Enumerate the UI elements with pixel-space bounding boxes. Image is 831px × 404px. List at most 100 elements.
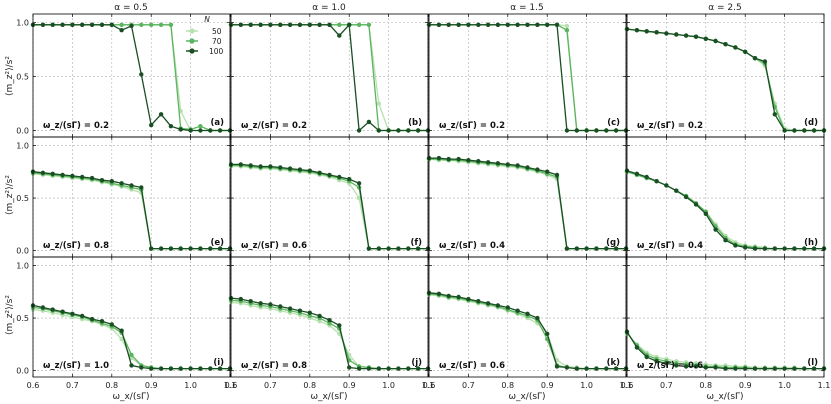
panel-a: 0.0 0.5 1.0 (a) ω_z/(sΓ) = 0.2: [16, 13, 233, 138]
col-title-4: α = 2.5: [708, 3, 742, 13]
panel-grid: 0.0 0.5 1.0 (a) ω_z/(sΓ) = 0.2 (b) ω_z/(sΓ) = …: [16, 13, 831, 390]
data-point-N100: [327, 318, 332, 323]
panel-l: 0.6 0.7 0.8 0.9 1.0 1.1 (l) ω_z/(sΓ) = 0.6: [621, 256, 831, 390]
data-point-N100: [554, 172, 560, 178]
panel-e: 0.0 0.5 1.0 (e) ω_z/(sΓ) = 0.8: [16, 136, 233, 258]
data-point-N100: [634, 345, 640, 350]
panel-param: ω_z/(sΓ) = 0.2: [439, 121, 505, 131]
data-point-N100: [129, 183, 134, 188]
xlabel-col-1: ω_x/(sΓ): [112, 392, 149, 402]
panel-param: ω_z/(sΓ) = 0.6: [439, 361, 505, 371]
series-line-N70: [231, 24, 428, 132]
data-point-N100: [40, 22, 46, 27]
data-point-N100: [613, 246, 619, 251]
x-tick-label: 0.7: [264, 381, 277, 390]
data-point-N100: [366, 366, 372, 371]
data-point-N100: [674, 32, 679, 37]
data-point-N100: [317, 170, 322, 175]
data-point-N100: [535, 22, 540, 27]
panel-param: ω_z/(sΓ) = 0.8: [43, 241, 109, 251]
data-point-N100: [525, 311, 530, 316]
data-point-N100: [80, 174, 85, 180]
data-point-N100: [347, 22, 352, 27]
data-point-N70: [158, 22, 164, 27]
data-point-N70: [129, 352, 134, 358]
x-tick-label: 1.1: [224, 381, 237, 390]
data-point-N100: [515, 22, 520, 27]
data-point-N70: [356, 22, 362, 27]
data-point-N100: [762, 366, 768, 371]
data-point-N100: [584, 366, 589, 371]
data-point-N100: [713, 365, 718, 370]
data-point-N100: [802, 366, 807, 371]
data-point-N100: [415, 128, 421, 133]
panel-param: ω_z/(sΓ) = 0.8: [241, 361, 307, 371]
data-point-N100: [772, 366, 777, 371]
data-point-N100: [50, 307, 55, 312]
data-point-N100: [258, 22, 263, 27]
panel-frame: [230, 256, 429, 378]
data-point-N100: [356, 181, 362, 186]
data-point-N50: [119, 336, 124, 342]
data-point-N100: [415, 366, 421, 371]
data-point-N100: [654, 179, 659, 184]
data-point-N100: [545, 169, 550, 174]
data-point-N100: [248, 22, 253, 27]
data-point-N100: [168, 124, 174, 129]
data-point-N100: [594, 128, 599, 133]
panel-label: (j): [411, 358, 422, 368]
data-point-N70: [366, 22, 372, 27]
data-point-N100: [693, 364, 699, 369]
data-point-N100: [70, 173, 75, 179]
panel-d: (d) ω_z/(sΓ) = 0.2: [624, 13, 827, 138]
series-line-N50: [429, 24, 626, 132]
y-tick-label: 0.5: [16, 73, 29, 82]
data-point-N100: [683, 33, 689, 38]
data-point-N100: [168, 246, 174, 251]
data-point-N100: [554, 22, 560, 27]
data-point-N100: [613, 128, 619, 133]
panel-label: (b): [408, 118, 422, 128]
x-tick-label: 1.1: [620, 381, 633, 390]
data-point-N100: [149, 366, 154, 371]
data-point-N100: [317, 22, 322, 27]
panel-label: (e): [210, 238, 224, 248]
data-point-N100: [70, 22, 75, 27]
data-point-N100: [337, 33, 342, 38]
legend-marker-70: [189, 38, 195, 44]
x-tick-label: 1.1: [818, 381, 831, 390]
data-point-N100: [158, 246, 164, 251]
data-point-N100: [782, 366, 787, 371]
data-point-N100: [604, 366, 609, 371]
panel-i: 0.0 0.5 1.0 0.6 0.7 0.8 0.9 1.0 1.1 (i) ω_z/(sΓ) =…: [16, 256, 237, 390]
data-point-N100: [129, 23, 134, 29]
data-point-N100: [278, 165, 283, 170]
data-point-N100: [356, 128, 362, 133]
data-point-N100: [466, 296, 471, 302]
data-point-N100: [782, 246, 787, 251]
x-tick-label: 0.6: [621, 381, 634, 390]
x-tick-label: 0.6: [225, 381, 238, 390]
data-point-N100: [406, 128, 411, 133]
x-tick-label: 0.7: [660, 381, 673, 390]
panel-frame: [428, 256, 627, 378]
data-point-N100: [654, 359, 659, 364]
data-point-N100: [762, 59, 768, 64]
data-point-N100: [149, 122, 154, 128]
y-tick-label: 0.5: [16, 314, 29, 323]
data-point-N100: [217, 246, 223, 251]
series-line-N50: [33, 24, 230, 132]
panel-frame: [428, 136, 627, 258]
data-point-N70: [149, 22, 154, 27]
data-point-N100: [396, 128, 401, 133]
legend-marker-50: [189, 28, 195, 34]
data-point-N100: [406, 366, 411, 371]
data-point-N100: [89, 316, 95, 322]
x-tick-label: 0.9: [343, 381, 356, 390]
panel-label: (a): [210, 118, 224, 128]
panel-g: (g) ω_z/(sΓ) = 0.4: [426, 136, 629, 258]
data-point-N100: [505, 22, 510, 27]
data-point-N100: [80, 313, 85, 319]
data-point-N100: [703, 36, 708, 41]
data-point-N100: [89, 175, 95, 181]
